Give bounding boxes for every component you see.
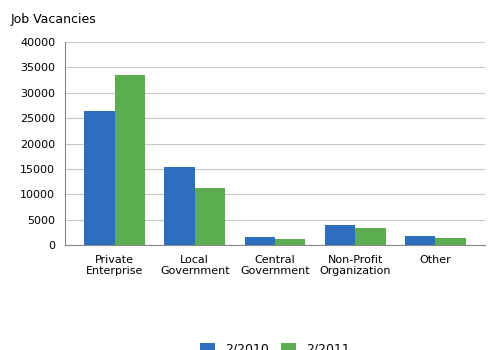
- Bar: [84, 111, 114, 245]
- Bar: [164, 167, 195, 245]
- Bar: [114, 75, 145, 245]
- Bar: [275, 239, 306, 245]
- Legend: 2/2010, 2/2011: 2/2010, 2/2011: [195, 337, 355, 350]
- Bar: [405, 236, 436, 245]
- Bar: [195, 188, 226, 245]
- Bar: [324, 225, 355, 245]
- Bar: [355, 228, 386, 245]
- Bar: [436, 238, 466, 245]
- Bar: [244, 237, 275, 245]
- Text: Job Vacancies: Job Vacancies: [10, 13, 96, 26]
